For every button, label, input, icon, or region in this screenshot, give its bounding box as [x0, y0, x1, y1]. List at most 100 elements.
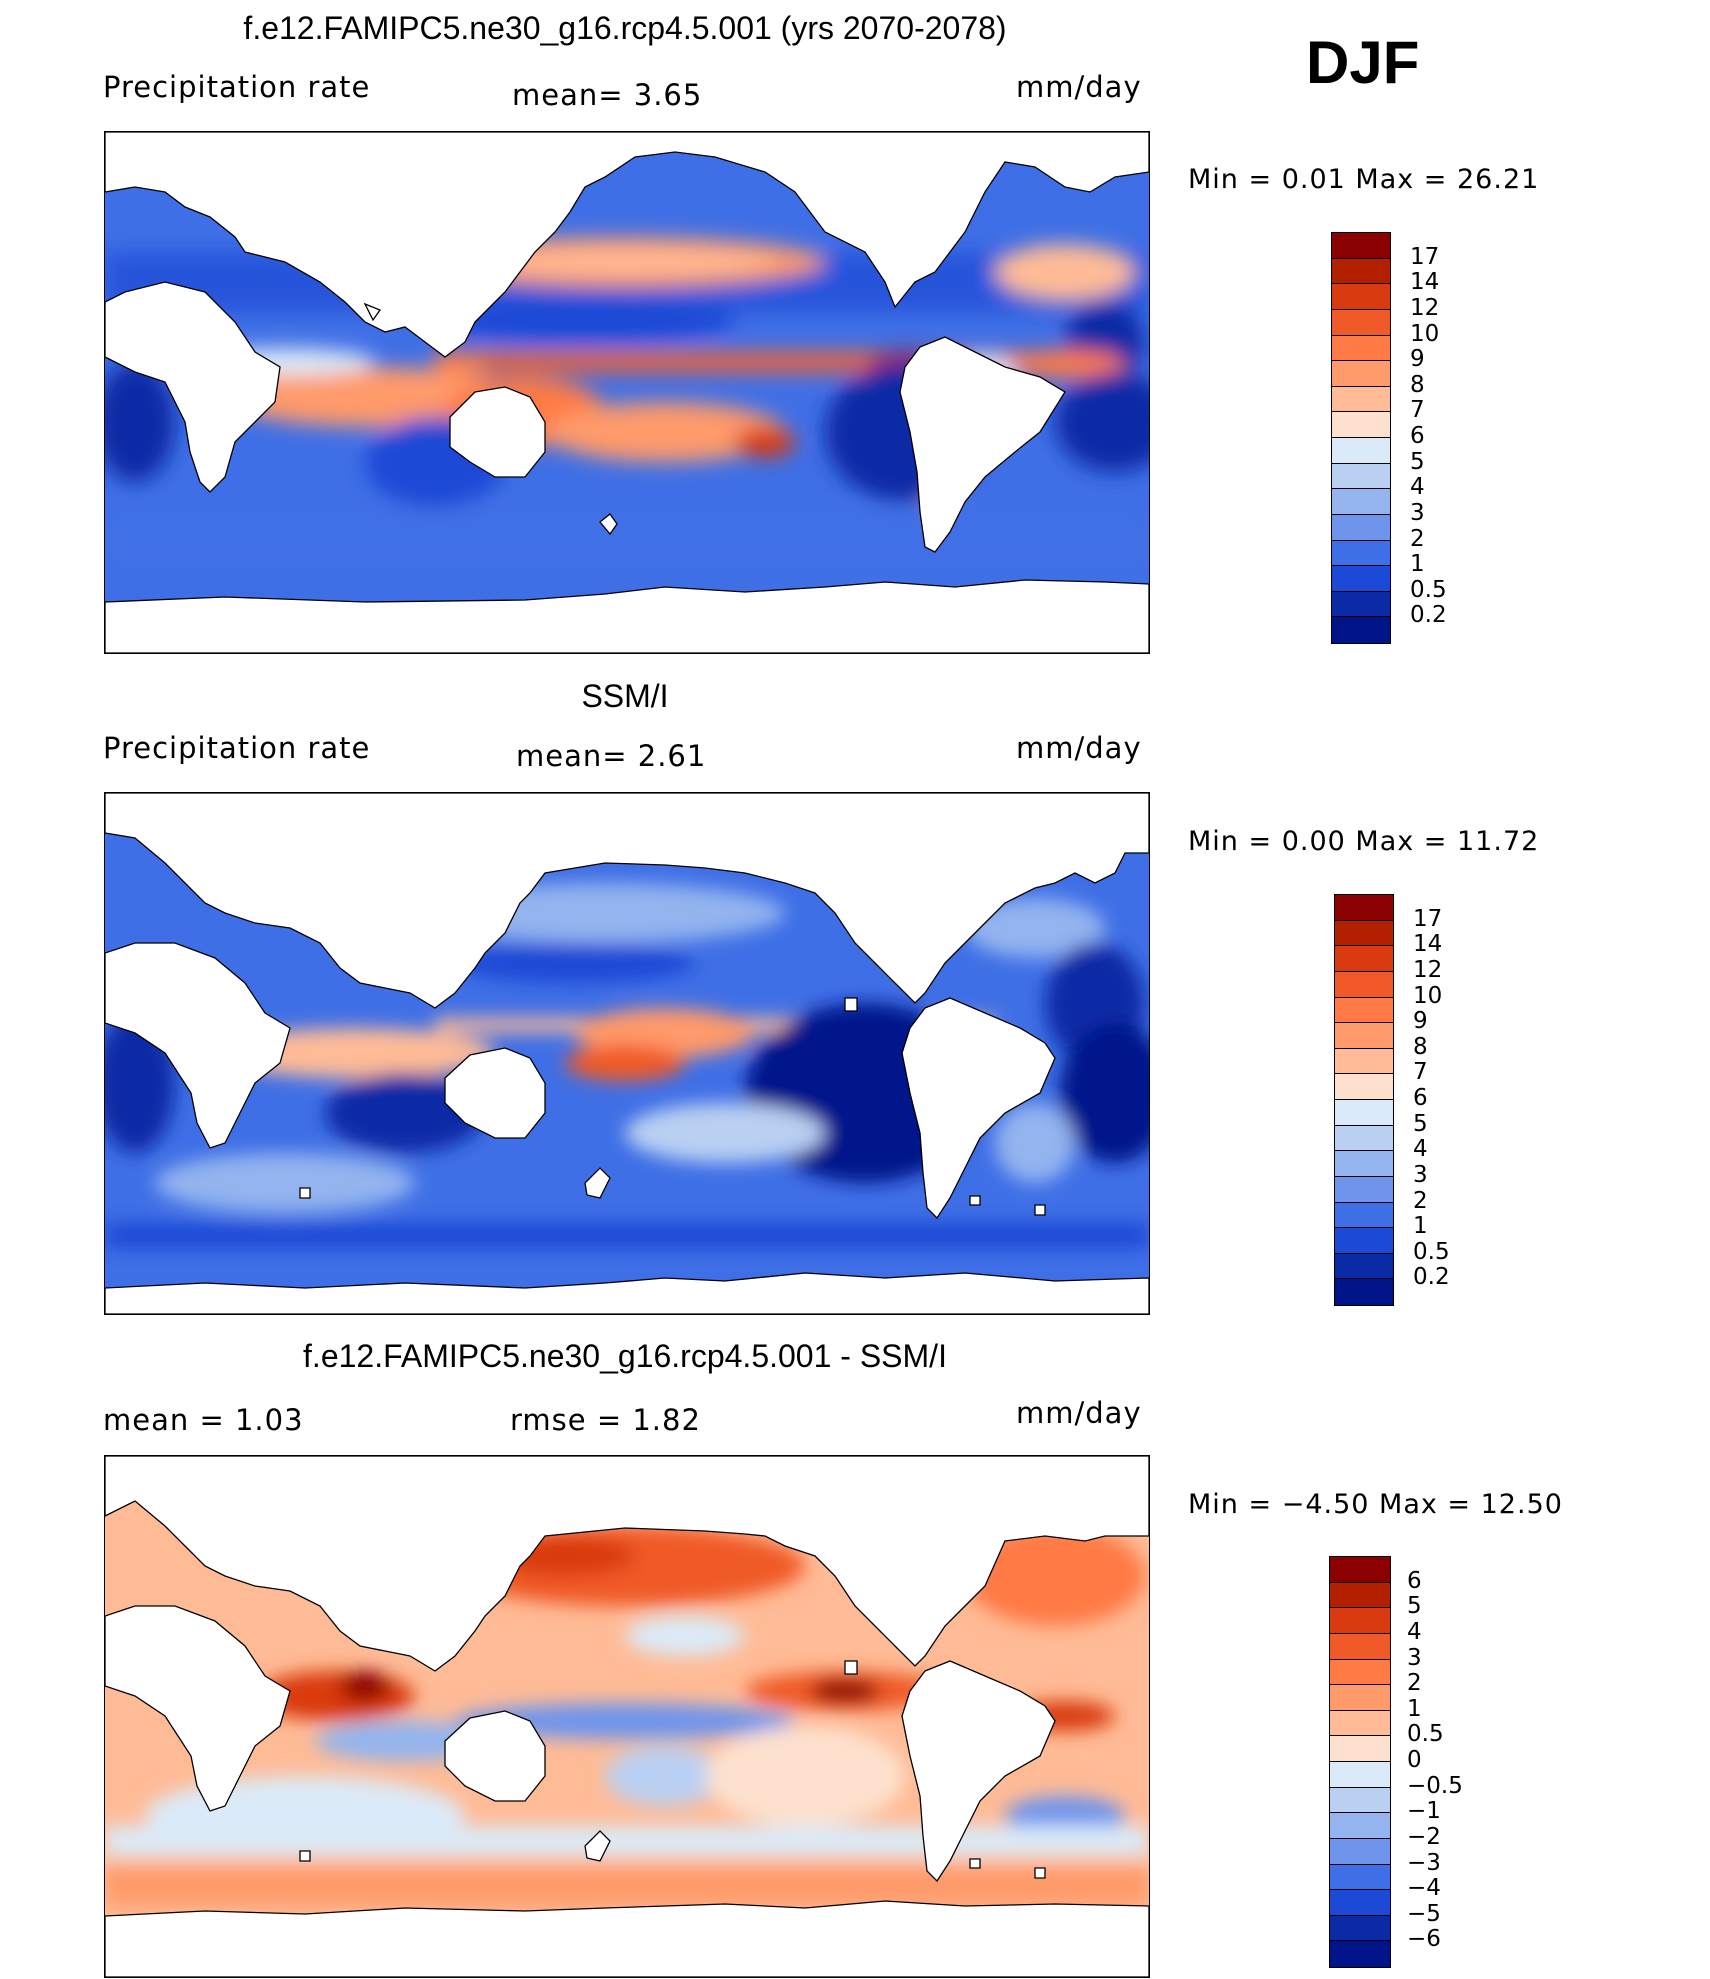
panel-1-mean-label: mean= 3.65	[512, 78, 703, 112]
panel-2-units-label: mm/day	[1016, 731, 1142, 765]
panel-1-title: f.e12.FAMIPC5.ne30_g16.rcp4.5.001 (yrs 2…	[243, 10, 1007, 46]
colorbar-tick-label: −2	[1407, 1823, 1441, 1850]
colorbar-cell	[1330, 1557, 1390, 1583]
panel-1-units-label: mm/day	[1016, 70, 1142, 104]
colorbar-cell	[1332, 463, 1390, 490]
colorbar-cell	[1330, 1915, 1390, 1942]
panel-1-map-canvas	[105, 132, 1149, 653]
colorbar-cell	[1335, 1048, 1393, 1075]
colorbar-tick-label: 5	[1410, 448, 1425, 475]
panel-2-title: SSM/I	[581, 678, 669, 714]
colorbar-tick-label: 6	[1407, 1567, 1422, 1594]
colorbar-cell	[1335, 946, 1393, 972]
colorbar-tick-label: 6	[1413, 1085, 1428, 1111]
colorbar-tick-label: 4	[1413, 1136, 1428, 1163]
colorbar-cell	[1330, 1608, 1390, 1634]
colorbar-tick-label: 12	[1413, 956, 1443, 983]
colorbar-cell	[1332, 361, 1390, 387]
colorbar-tick-label: 5	[1407, 1593, 1422, 1620]
colorbar-cell	[1332, 617, 1390, 643]
colorbar-cell	[1332, 591, 1390, 618]
panel-3-units-label: mm/day	[1016, 1396, 1142, 1430]
colorbar-tick-label: 1	[1413, 1213, 1428, 1240]
colorbar-tick-label: 5	[1413, 1110, 1428, 1137]
colorbar-tick-label: 10	[1410, 320, 1440, 347]
colorbar-cell	[1330, 1890, 1390, 1916]
panel-3-colorbar	[1329, 1556, 1391, 1968]
panel-3-title: f.e12.FAMIPC5.ne30_g16.rcp4.5.001 - SSM/…	[303, 1338, 947, 1374]
colorbar-cell	[1335, 971, 1393, 998]
colorbar-tick-label: 0.5	[1413, 1238, 1450, 1265]
panel-2-min-max: Min = 0.00 Max = 11.72	[1188, 826, 1540, 857]
colorbar-cell	[1330, 1582, 1390, 1609]
panel-2-colorbar-cells	[1335, 895, 1393, 1305]
panel-1-variable-label: Precipitation rate	[103, 70, 371, 104]
panel-1-colorbar-cells	[1332, 233, 1390, 643]
panel-3-map	[104, 1455, 1150, 1978]
colorbar-tick-label: 12	[1410, 294, 1440, 321]
colorbar-cell	[1330, 1813, 1390, 1839]
colorbar-tick-label: 17	[1410, 243, 1440, 270]
colorbar-cell	[1335, 997, 1393, 1024]
panel-2-mean-label: mean= 2.61	[516, 739, 707, 773]
colorbar-cell	[1335, 1176, 1393, 1203]
colorbar-tick-label: 14	[1410, 269, 1440, 296]
colorbar-cell	[1335, 895, 1393, 921]
colorbar-cell	[1330, 1736, 1390, 1762]
colorbar-tick-label: 1	[1407, 1695, 1422, 1722]
colorbar-tick-label: 1	[1410, 551, 1425, 578]
colorbar-tick-label: −0.5	[1407, 1772, 1463, 1799]
colorbar-cell	[1332, 233, 1390, 259]
colorbar-tick-label: −3	[1407, 1849, 1441, 1876]
colorbar-cell	[1330, 1685, 1390, 1711]
colorbar-tick-label: 3	[1413, 1161, 1428, 1188]
colorbar-tick-label: −4	[1407, 1875, 1441, 1902]
colorbar-tick-label: 7	[1410, 397, 1425, 424]
colorbar-cell	[1332, 412, 1390, 438]
colorbar-tick-label: 2	[1413, 1187, 1428, 1214]
colorbar-cell	[1330, 1633, 1390, 1660]
colorbar-tick-label: 9	[1410, 346, 1425, 373]
colorbar-cell	[1335, 1151, 1393, 1177]
colorbar-tick-label: 0.5	[1407, 1721, 1444, 1748]
colorbar-cell	[1332, 386, 1390, 413]
colorbar-cell	[1332, 489, 1390, 515]
colorbar-cell	[1335, 1074, 1393, 1100]
colorbar-cell	[1335, 1228, 1393, 1254]
colorbar-cell	[1332, 284, 1390, 310]
colorbar-tick-label: −6	[1407, 1926, 1441, 1953]
panel-3-mean-label: mean = 1.03	[103, 1403, 304, 1437]
colorbar-cell	[1330, 1787, 1390, 1814]
panel-1-map	[104, 131, 1150, 654]
colorbar-tick-label: 8	[1413, 1033, 1428, 1060]
colorbar-tick-label: 0.2	[1410, 602, 1447, 629]
colorbar-cell	[1335, 1100, 1393, 1126]
colorbar-cell	[1332, 540, 1390, 567]
panel-3-map-canvas	[105, 1456, 1149, 1977]
colorbar-cell	[1330, 1838, 1390, 1865]
colorbar-cell	[1332, 258, 1390, 285]
colorbar-tick-label: −1	[1407, 1798, 1441, 1825]
panel-3-min-max: Min = −4.50 Max = 12.50	[1188, 1489, 1563, 1520]
colorbar-tick-label: 2	[1410, 525, 1425, 552]
colorbar-cell	[1335, 1125, 1393, 1152]
colorbar-tick-label: 17	[1413, 905, 1443, 932]
panel-3-rmse-label: rmse = 1.82	[510, 1403, 701, 1437]
colorbar-tick-label: 0.5	[1410, 576, 1447, 603]
panel-1-min-max: Min = 0.01 Max = 26.21	[1188, 164, 1540, 195]
panel-3-colorbar-cells	[1330, 1557, 1390, 1967]
colorbar-cell	[1335, 1279, 1393, 1305]
colorbar-cell	[1332, 309, 1390, 336]
colorbar-tick-label: 2	[1407, 1670, 1422, 1697]
panel-2-map	[104, 792, 1150, 1315]
colorbar-tick-label: 4	[1410, 474, 1425, 501]
colorbar-cell	[1330, 1659, 1390, 1686]
colorbar-cell	[1335, 1023, 1393, 1049]
colorbar-tick-label: 0	[1407, 1747, 1422, 1773]
colorbar-tick-label: 6	[1410, 423, 1425, 449]
colorbar-tick-label: 8	[1410, 371, 1425, 398]
colorbar-cell	[1330, 1941, 1390, 1967]
panel-1-colorbar	[1331, 232, 1391, 644]
panel-2-map-canvas	[105, 793, 1149, 1314]
colorbar-cell	[1335, 920, 1393, 947]
